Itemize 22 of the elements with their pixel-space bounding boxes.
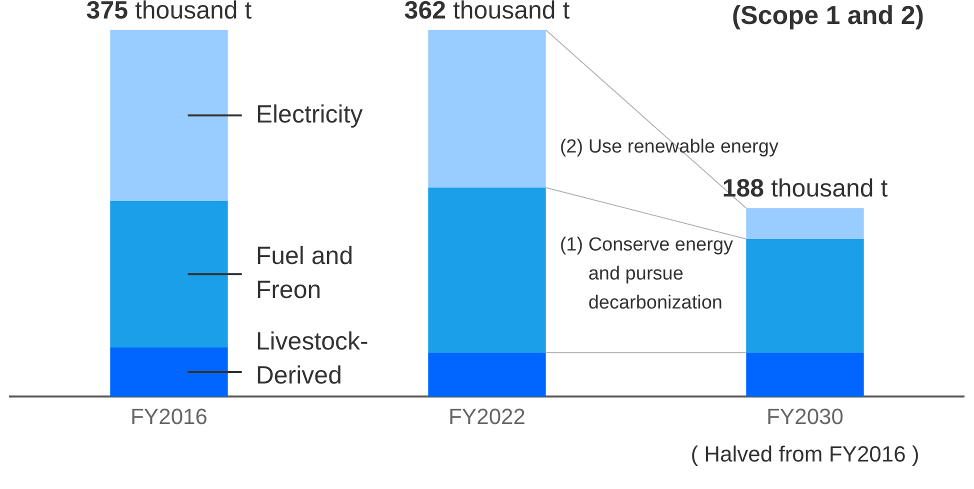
bar — [746, 238, 864, 353]
series-label: Livestock-Derived — [256, 327, 368, 390]
x-tick-label: FY2016 — [130, 404, 208, 429]
chart-title: (Scope 1 and 2) — [732, 0, 924, 30]
series-label: Electricity — [256, 100, 364, 128]
bar — [428, 188, 546, 353]
bar — [428, 30, 546, 188]
bar — [110, 347, 228, 397]
bar — [746, 208, 864, 239]
bar — [110, 200, 228, 348]
annotation: (1) Conserve energy and pursue decarbonization — [560, 234, 734, 314]
x-tick-label: FY2030 — [766, 404, 844, 429]
bar — [428, 352, 546, 397]
annotation: 375 thousand t — [86, 0, 252, 24]
annotation: 188 thousand t — [722, 174, 888, 203]
annotation: 362 thousand t — [404, 0, 570, 24]
bar — [746, 352, 864, 397]
bar — [110, 30, 228, 201]
annotation: (2) Use renewable energy — [560, 136, 779, 158]
text: ( Halved from FY2016 ) — [690, 442, 920, 467]
x-tick-label: FY2022 — [448, 404, 526, 429]
series-label: Fuel and Freon — [256, 242, 354, 304]
